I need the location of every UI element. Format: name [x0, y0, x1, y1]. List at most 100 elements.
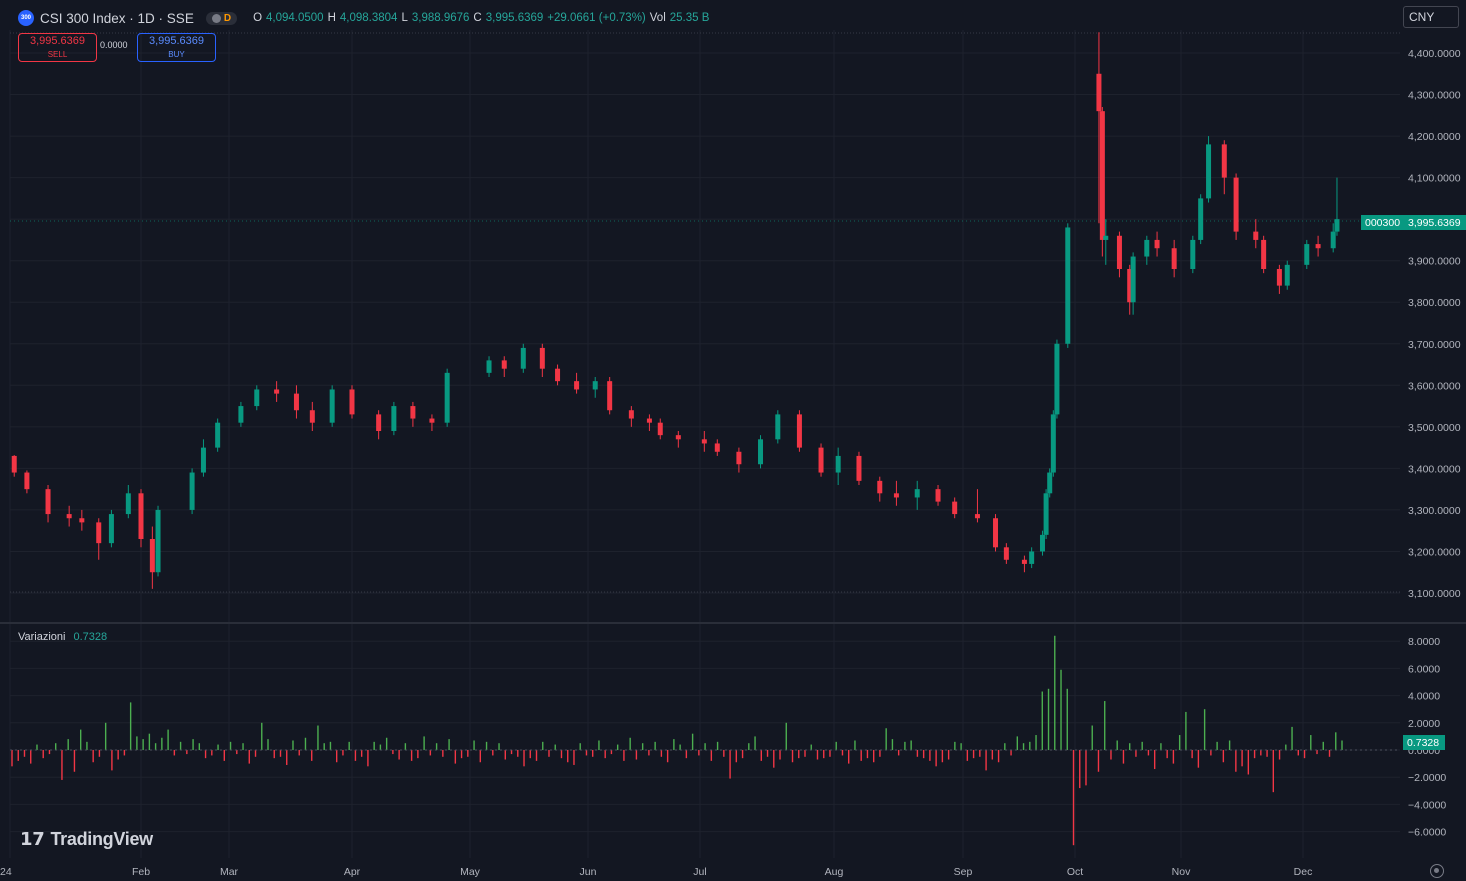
candle-body [376, 414, 382, 431]
price-tick-label: 3,400.0000 [1408, 463, 1461, 475]
settings-icon[interactable] [1430, 864, 1444, 878]
time-tick-label: Mar [220, 866, 239, 878]
candle-body [45, 489, 51, 515]
ohlc-change: +29.0661 (+0.73%) [547, 12, 646, 24]
ohlc-values: O 4,094.0500 H 4,098.3804 L 3,988.9676 C 3,9… [253, 12, 709, 24]
candle-body [1021, 559, 1027, 564]
candle-body [274, 389, 280, 394]
candle-body [138, 493, 144, 539]
candle-body [1003, 547, 1009, 560]
ohlc-close-label: C [473, 12, 482, 24]
buy-button[interactable]: 3,995.6369 BUY [137, 33, 216, 62]
time-tick-label: Apr [344, 866, 361, 878]
candle-body [1047, 472, 1053, 494]
price-tick-label: 3,200.0000 [1408, 546, 1461, 558]
candle-body [1103, 235, 1109, 240]
candle-body [1144, 239, 1150, 257]
candle-body [574, 381, 580, 390]
candle-body [149, 539, 155, 573]
time-tick-label: Feb [132, 866, 150, 878]
candle-body [758, 439, 764, 465]
sell-label: SELL [47, 49, 68, 59]
candle-body [200, 447, 206, 473]
candle-body [775, 414, 781, 440]
symbol-logo-icon: 300 [18, 10, 34, 26]
time-tick-label: Jun [580, 866, 597, 878]
tradingview-mark-icon: 𝟭𝟳 [20, 829, 45, 849]
buy-label: BUY [168, 49, 185, 59]
price-tick-label: 3,500.0000 [1408, 422, 1461, 434]
spread-value: 0.0000 [100, 40, 128, 50]
tradingview-logo[interactable]: 𝟭𝟳 TradingView [20, 829, 153, 850]
time-tick-label: 24 [0, 866, 12, 878]
volume-label: Vol [649, 12, 666, 24]
sell-button[interactable]: 3,995.6369 SELL [18, 33, 97, 62]
time-tick-label: Aug [825, 866, 844, 878]
candle-body [1127, 269, 1133, 303]
candle-body [1130, 256, 1136, 303]
indicator-tick-label: 4.0000 [1408, 691, 1440, 703]
time-tick-label: Nov [1172, 866, 1191, 878]
price-tick-label: 3,100.0000 [1408, 588, 1461, 600]
candle-body [646, 418, 652, 423]
ohlc-open-label: O [253, 12, 263, 24]
candle-body [914, 489, 920, 498]
price-tick-label: 3,700.0000 [1408, 339, 1461, 351]
candle-body [444, 372, 450, 423]
buy-price: 3,995.6369 [148, 34, 205, 47]
symbol-title[interactable]: CSI 300 Index · 1D · SSE [40, 10, 194, 26]
candle-body [736, 451, 742, 465]
candle-body [24, 472, 30, 490]
exchange-badge[interactable]: D [205, 11, 238, 25]
candle-body [952, 501, 958, 515]
candle-body [657, 422, 663, 436]
candle-body [1099, 111, 1105, 240]
candle-body [254, 389, 260, 407]
candle-body [1221, 144, 1227, 178]
time-tick-label: Oct [1067, 866, 1083, 878]
indicator-tick-label: 6.0000 [1408, 663, 1440, 675]
candle-body [701, 439, 707, 444]
candle-body [818, 447, 824, 473]
candle-series [11, 32, 1340, 589]
candle-body [1330, 231, 1336, 249]
candle-body [1315, 244, 1321, 249]
candle-body [66, 514, 72, 519]
candle-body [1253, 231, 1259, 240]
time-tick-label: May [460, 866, 481, 878]
time-tick-label: Dec [1294, 866, 1313, 878]
indicator-tick-label: −2.0000 [1408, 772, 1446, 784]
candle-body [96, 522, 102, 544]
indicator-tick-label: 8.0000 [1408, 636, 1440, 648]
candle-body [215, 422, 221, 448]
candle-body [329, 389, 335, 423]
last-price-tag: 3,995.6369 [1404, 215, 1466, 230]
indicator-legend[interactable]: Variazioni 0.7328 [18, 631, 107, 643]
ohlc-low-label: L [401, 12, 408, 24]
symbol-header: 300 CSI 300 Index · 1D · SSE D O 4,094.05… [18, 8, 709, 28]
currency-selector[interactable]: CNY [1403, 6, 1459, 28]
candle-body [974, 514, 980, 519]
ohlc-high-label: H [327, 12, 336, 24]
indicator-value: 0.7328 [73, 631, 108, 643]
ohlc-open: 4,094.0500 [266, 12, 324, 24]
candle-body [835, 455, 841, 473]
price-tick-label: 3,900.0000 [1408, 256, 1461, 268]
candle-body [125, 493, 131, 515]
candle-body [856, 455, 862, 481]
candle-body [1096, 73, 1102, 112]
candle-body [1276, 269, 1282, 286]
candle-body [293, 393, 299, 411]
price-tick-label: 4,400.0000 [1408, 48, 1461, 60]
candle-body [1029, 551, 1035, 564]
market-status-icon [211, 13, 221, 23]
variazioni-bars [10, 635, 1400, 846]
candle-body [1171, 248, 1177, 269]
candle-body [1206, 144, 1212, 199]
time-tick-label: Jul [693, 866, 706, 878]
candle-body [1154, 239, 1160, 249]
candle-body [486, 360, 492, 373]
ohlc-high: 4,098.3804 [339, 12, 398, 24]
